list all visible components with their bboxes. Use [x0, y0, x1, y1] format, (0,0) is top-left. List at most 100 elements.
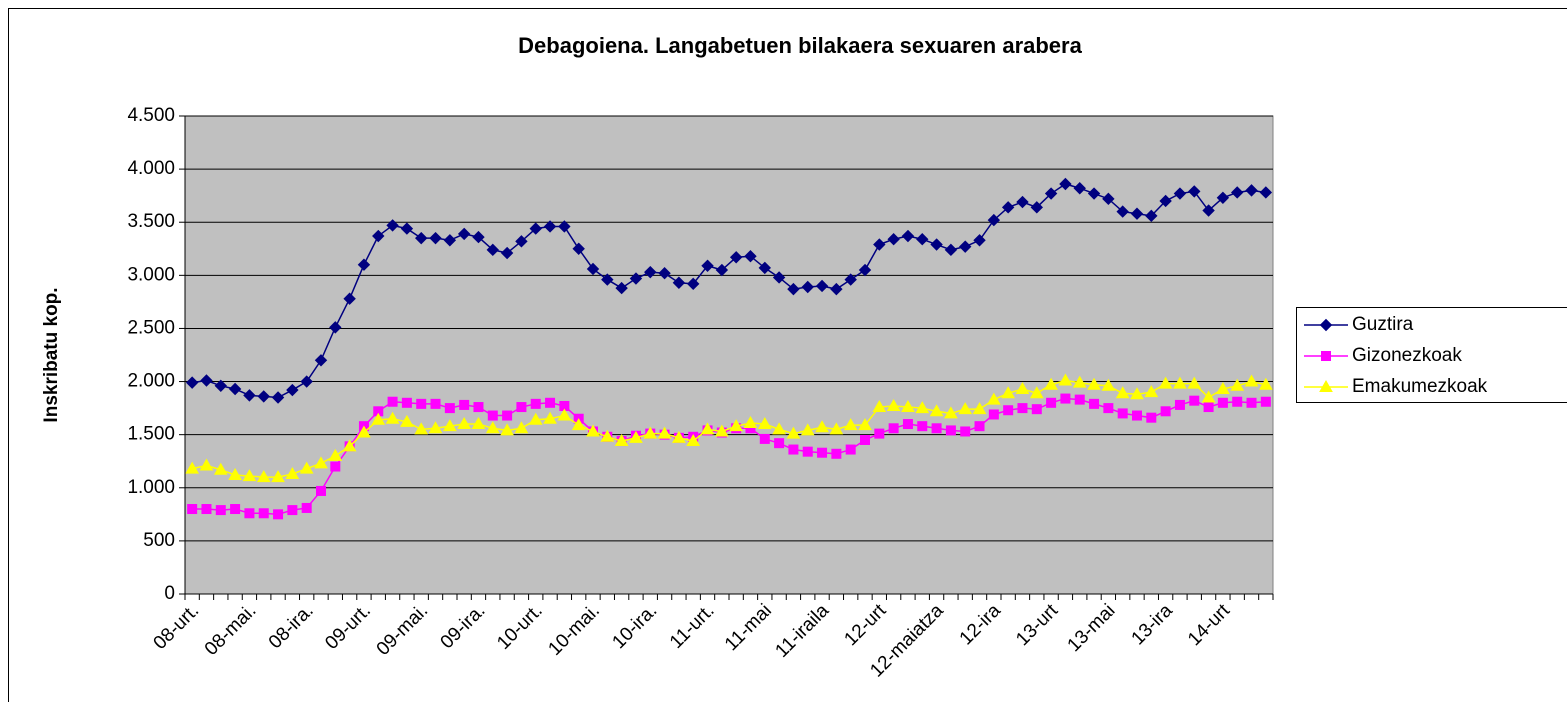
point [442, 419, 457, 432]
point [1258, 377, 1273, 390]
point [901, 229, 915, 243]
point [416, 398, 427, 409]
point [1030, 201, 1043, 214]
point [586, 262, 600, 276]
series-line [192, 397, 1266, 516]
point [1160, 406, 1171, 417]
point [988, 409, 999, 420]
point [829, 422, 844, 435]
point [300, 375, 313, 388]
point [615, 281, 628, 295]
point [1189, 395, 1200, 406]
point [301, 502, 312, 513]
point [986, 392, 1001, 405]
point [1319, 379, 1333, 392]
point [644, 265, 657, 279]
point [444, 403, 455, 414]
point [1132, 410, 1142, 421]
point [314, 456, 328, 469]
point [872, 400, 887, 413]
point [242, 469, 257, 482]
point [843, 418, 858, 431]
point [974, 421, 985, 432]
point [1003, 405, 1014, 416]
point [1058, 373, 1073, 386]
point [471, 417, 486, 430]
point [543, 411, 557, 424]
point [271, 391, 285, 404]
point [1016, 195, 1029, 209]
point [1260, 396, 1271, 407]
point [1101, 378, 1116, 391]
point [987, 213, 1001, 227]
point [473, 402, 484, 413]
y-tick-label: 0 [164, 583, 175, 604]
point [915, 401, 930, 414]
point [714, 424, 729, 437]
point [530, 398, 541, 409]
point [1187, 376, 1202, 389]
point [486, 243, 499, 257]
point [1087, 377, 1101, 390]
point [1046, 397, 1057, 408]
point [1073, 182, 1086, 195]
point [1015, 381, 1030, 394]
point [845, 444, 856, 455]
point [958, 402, 973, 415]
point [886, 398, 901, 411]
point [443, 234, 457, 247]
point [299, 461, 314, 474]
point [273, 509, 284, 520]
point [400, 414, 414, 427]
point [744, 250, 757, 263]
point [800, 423, 815, 436]
point [386, 219, 399, 232]
point [1072, 375, 1087, 388]
point [860, 434, 870, 445]
point [1060, 393, 1071, 404]
point [430, 398, 441, 409]
point [328, 448, 343, 461]
point [357, 425, 371, 438]
point [314, 354, 328, 367]
point [901, 400, 915, 413]
y-tick-label: 3.000 [127, 264, 175, 285]
legend-label: Gizonezkoak [1352, 345, 1462, 366]
point [858, 263, 872, 277]
point [672, 276, 686, 289]
point [643, 426, 658, 439]
point [743, 415, 758, 428]
point [629, 272, 643, 285]
chart-title: Debagoiena. Langabetuen bilakaera sexuar… [518, 33, 1082, 58]
point [757, 417, 772, 430]
point [1115, 386, 1130, 399]
point [286, 383, 299, 397]
point [1202, 204, 1215, 217]
point [415, 231, 428, 245]
point [972, 402, 987, 415]
point [529, 222, 542, 235]
point [1001, 201, 1015, 214]
point [787, 282, 800, 296]
point [1116, 205, 1129, 218]
point [185, 376, 199, 389]
point [316, 485, 326, 496]
point [902, 419, 913, 430]
point [330, 461, 341, 472]
point [187, 504, 198, 515]
point [601, 273, 614, 286]
point [243, 389, 256, 402]
point [759, 433, 770, 444]
point [1130, 207, 1144, 220]
point [930, 238, 943, 251]
point [772, 271, 786, 284]
point [786, 426, 801, 439]
point [1146, 412, 1157, 423]
point [1244, 374, 1259, 387]
plot-area [184, 115, 1274, 595]
point [1031, 404, 1042, 415]
point [917, 421, 928, 432]
point [329, 321, 342, 334]
point [1087, 187, 1101, 200]
point [830, 282, 843, 296]
